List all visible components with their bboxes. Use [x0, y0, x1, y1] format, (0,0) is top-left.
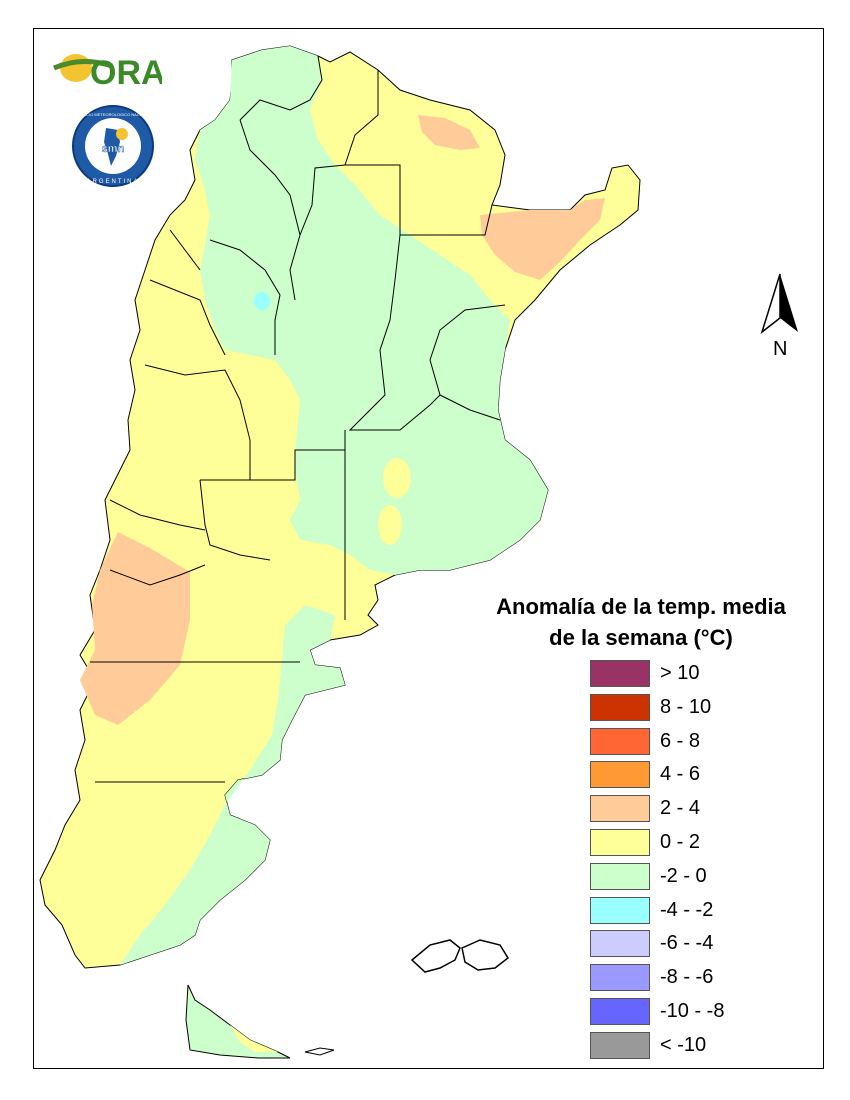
legend-item: -10 - -8 [590, 998, 724, 1025]
legend-label: < -10 [660, 1033, 707, 1056]
legend-label: -8 - -6 [660, 966, 714, 989]
smn-logo-center: smn [102, 143, 125, 155]
legend-label: -4 - -2 [660, 898, 714, 921]
anomaly-zone-warm-northeast [418, 115, 480, 150]
legend-swatch [590, 964, 650, 992]
legend-label: 8 - 10 [660, 695, 712, 718]
legend-swatch [590, 761, 650, 789]
legend-item: 4 - 6 [590, 761, 701, 789]
legend-title: Anomalía de la temp. media de la semana … [455, 591, 827, 653]
legend-label: -10 - -8 [660, 1000, 725, 1022]
anomaly-zone-cool-north [195, 46, 548, 575]
anomaly-patch-ba-1 [383, 458, 411, 498]
anomaly-zone-warm-mesopotamia [480, 198, 605, 280]
legend-label: 6 - 8 [660, 729, 701, 752]
legend-item: 6 - 8 [590, 727, 701, 755]
smn-logo: smn ARGENTINA SERVICIO METEOROLOGICO NAC… [72, 105, 154, 187]
legend-swatch [590, 1031, 650, 1059]
isla-estados [304, 1047, 335, 1056]
legend-item: 0 - 2 [590, 829, 700, 856]
tierra-del-fuego [185, 984, 291, 1059]
anomaly-zone-warm-patagonia [80, 532, 190, 725]
legend-swatch [590, 862, 650, 890]
legend-label: -6 - -4 [660, 932, 714, 955]
ora-logo-sun-icon [60, 54, 92, 82]
legend-item: -4 - -2 [590, 896, 714, 924]
ora-logo-text: ORA [90, 54, 162, 90]
legend-title-line2: de la semana (°C) [549, 625, 733, 650]
legend-swatch [590, 896, 650, 924]
anomaly-patch-ba-2 [378, 505, 402, 545]
legend-swatch [590, 998, 650, 1025]
legend-item: > 10 [590, 660, 699, 687]
anomaly-zone-cool-south-coast [120, 605, 345, 965]
legend-swatch [590, 795, 650, 823]
legend-label: 4 - 6 [660, 763, 701, 786]
legend-item: 2 - 4 [590, 795, 701, 823]
legend-swatch [590, 693, 650, 721]
smn-logo-sun-icon [116, 128, 128, 140]
north-arrow-icon [760, 273, 798, 334]
smn-logo-country: ARGENTINA [86, 179, 139, 185]
legend-swatch [590, 930, 650, 958]
legend-item: 8 - 10 [590, 693, 712, 721]
smn-logo-argentina-icon [104, 128, 120, 166]
tierra-del-fuego-warm [230, 1025, 278, 1052]
malvinas-islands [410, 939, 509, 973]
anomaly-patch-cold [254, 292, 270, 310]
legend-swatch [590, 829, 650, 856]
legend-label: 2 - 4 [660, 797, 701, 820]
ora-logo-swoosh-icon [53, 59, 113, 71]
legend-swatch [590, 727, 650, 755]
north-arrow-label: N [773, 338, 788, 360]
legend-swatch [590, 660, 650, 687]
legend-item: -8 - -6 [590, 964, 714, 992]
province-borders [90, 55, 506, 783]
legend-label: > 10 [660, 662, 700, 684]
legend-item: < -10 [590, 1031, 707, 1059]
legend-label: 0 - 2 [660, 831, 701, 853]
legend-item: -2 - 0 [590, 862, 707, 890]
legend-title-line1: Anomalía de la temp. media [496, 594, 786, 619]
legend-item: -6 - -4 [590, 930, 714, 958]
smn-logo-ring: SERVICIO METEOROLOGICO NACIONAL [74, 112, 152, 117]
anomaly-zone-warm-center [200, 350, 370, 655]
ora-logo: ORA [53, 54, 162, 90]
legend-label: -2 - 0 [660, 864, 707, 887]
